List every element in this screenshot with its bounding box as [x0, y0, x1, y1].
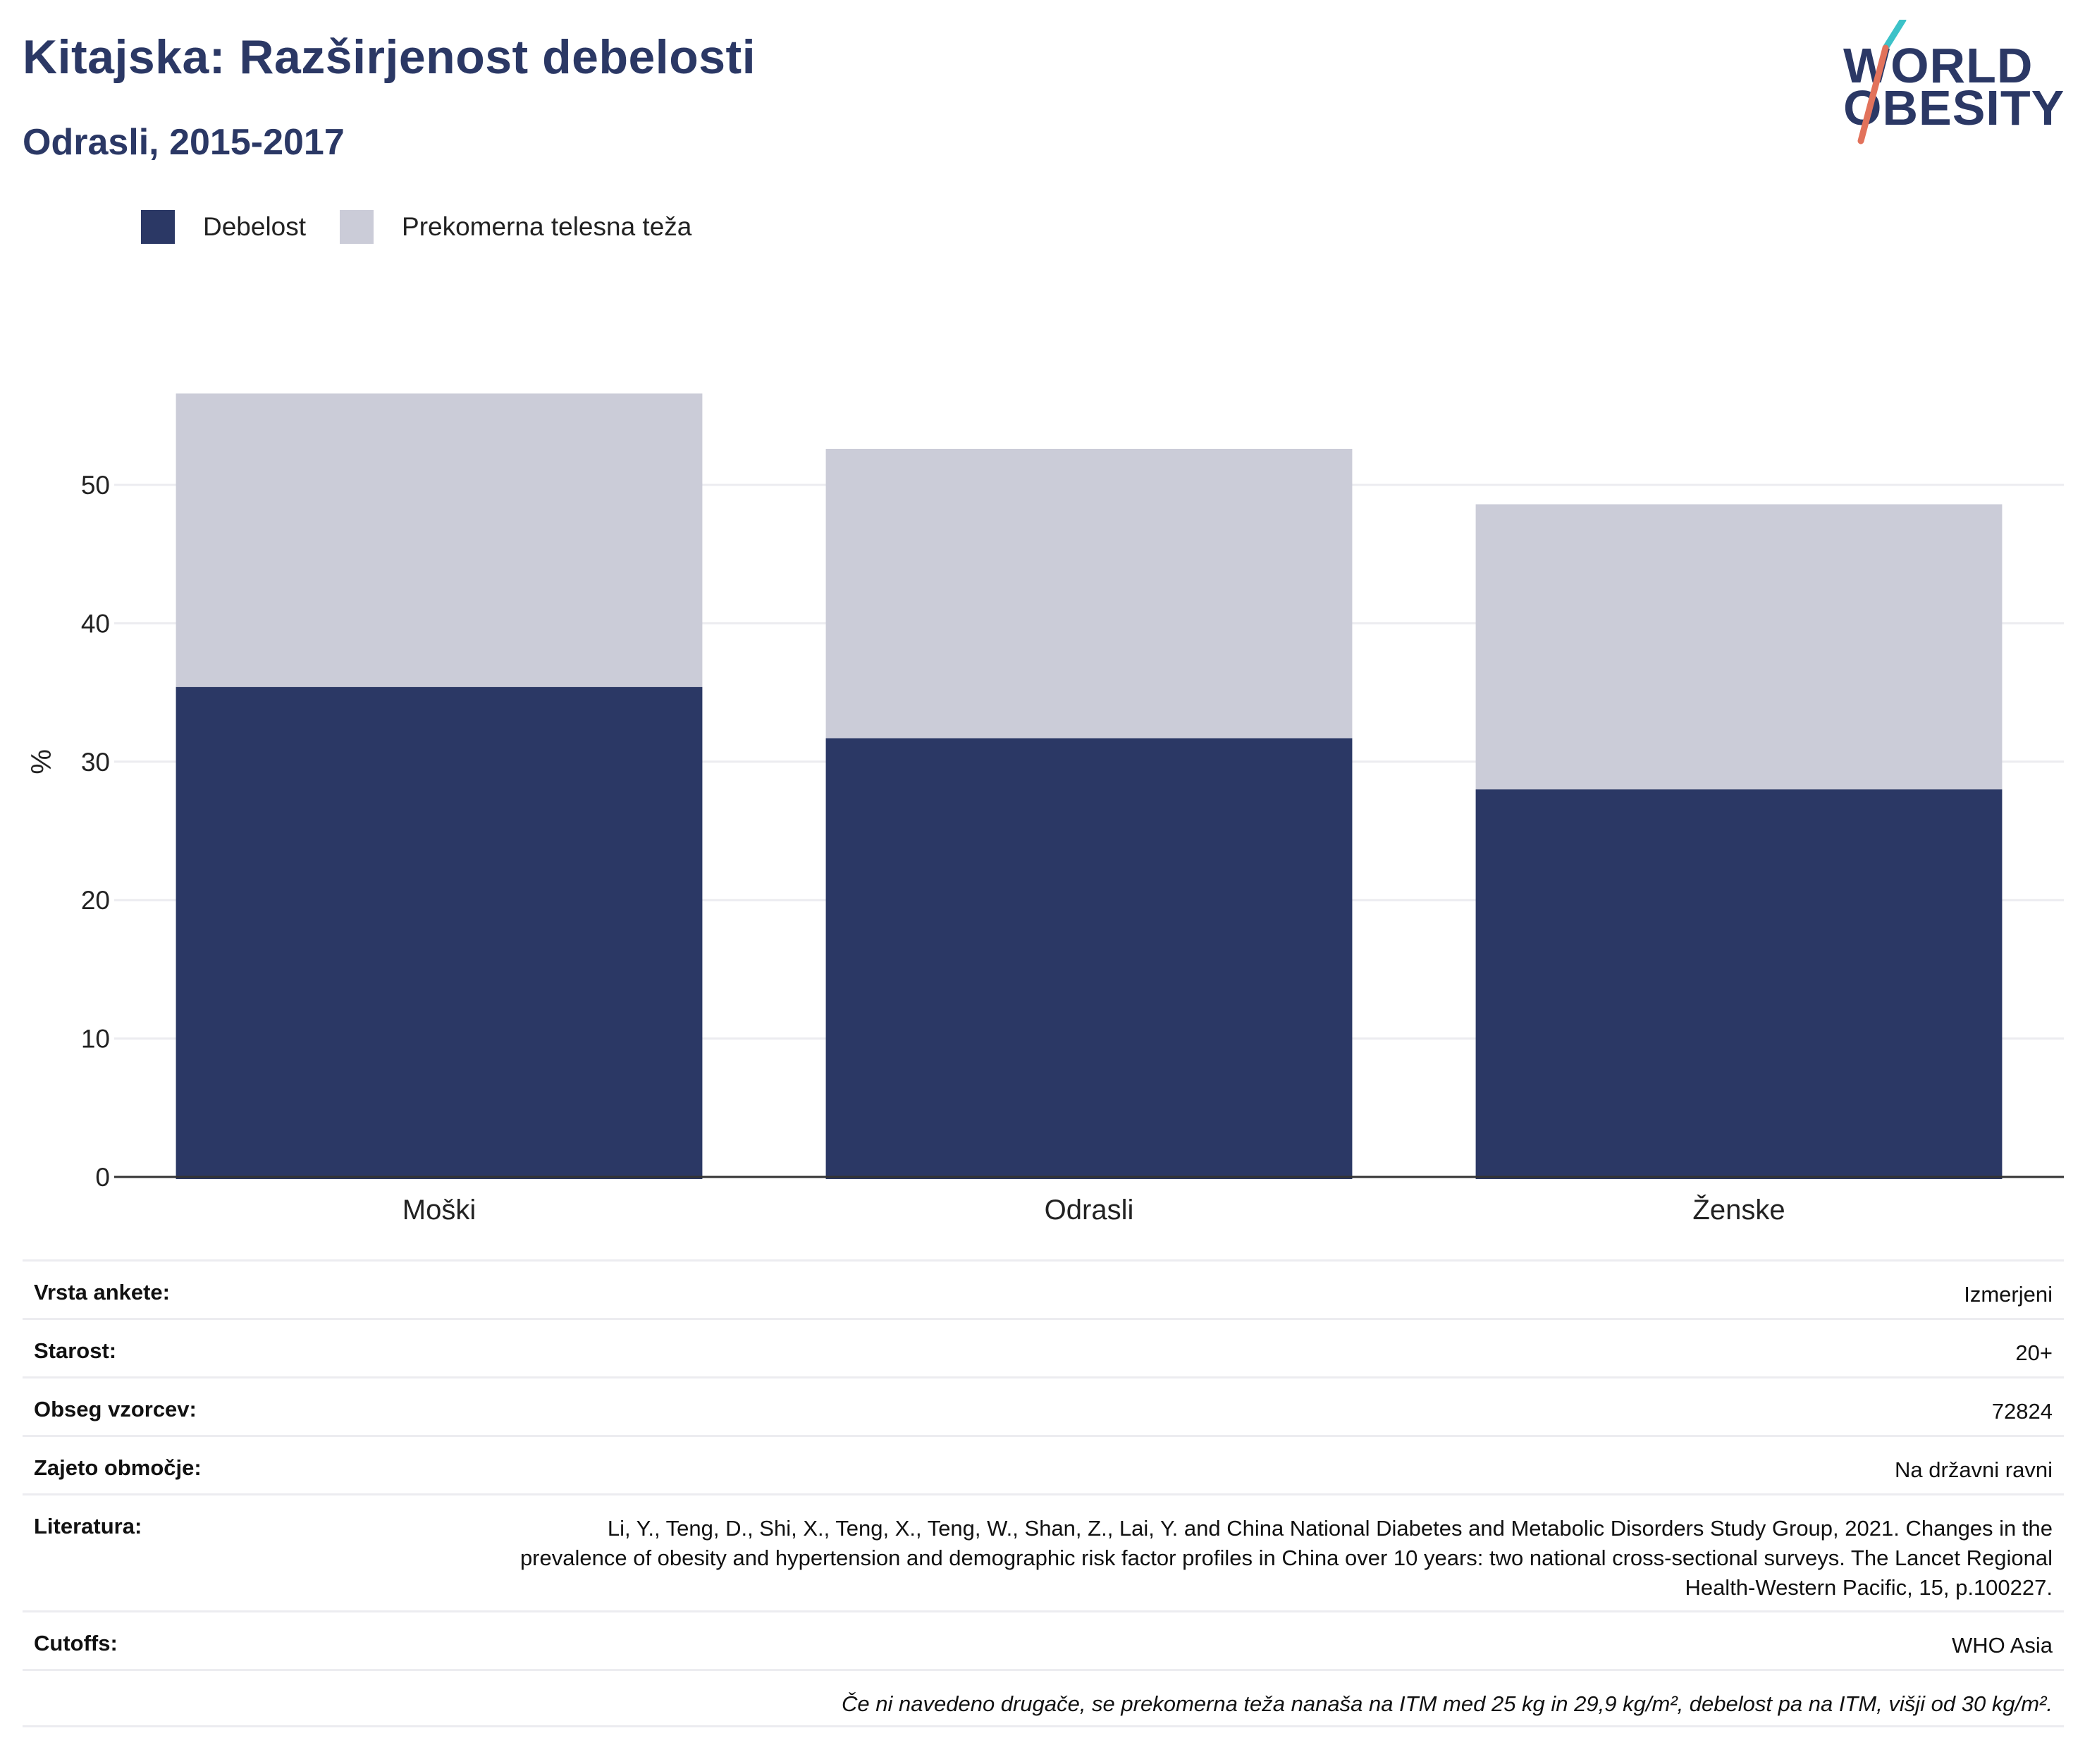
- legend-item-overweight: Prekomerna telesna teža: [340, 210, 691, 244]
- bar-segment-obesity: [1475, 789, 2003, 1179]
- legend-swatch-obesity: [141, 210, 175, 244]
- info-table: Vrsta ankete: Izmerjeni Starost: 20+ Obs…: [23, 1259, 2064, 1727]
- info-key: Zajeto območje:: [34, 1455, 202, 1480]
- info-row-survey-type: Vrsta ankete: Izmerjeni: [23, 1259, 2064, 1318]
- y-tick-label: 40: [81, 609, 110, 638]
- logo-text-line2: OBESITY: [1843, 80, 2065, 135]
- logo-slash-icon: [1857, 20, 1907, 144]
- info-value: 72824: [1991, 1399, 2053, 1424]
- info-value: Na državni ravni: [1895, 1457, 2053, 1482]
- legend-swatch-overweight: [340, 210, 374, 244]
- info-key: Cutoffs:: [34, 1631, 118, 1655]
- page-subtitle: Odrasli, 2015-2017: [23, 122, 345, 163]
- stacked-bar-chart: 0 10 20 30 40 50 Moški Odrasli Ženske%: [26, 393, 2064, 1226]
- legend-item-obesity: Debelost: [141, 210, 306, 244]
- info-row-age: Starost: 20+: [23, 1318, 2064, 1376]
- info-value: Izmerjeni: [1964, 1282, 2053, 1307]
- bar-segment-overweight: [825, 448, 1353, 739]
- footnote-text: Če ni navedeno drugače, se prekomerna te…: [842, 1691, 2053, 1716]
- info-row-sample-size: Obseg vzorcev: 72824: [23, 1376, 2064, 1435]
- bar-segment-overweight: [1475, 504, 2003, 790]
- x-tick-label: Odrasli: [1045, 1195, 1134, 1226]
- footnote: Če ni navedeno drugače, se prekomerna te…: [23, 1669, 2064, 1727]
- info-value: 20+: [2015, 1340, 2053, 1365]
- page-title: Kitajska: Razširjenost debelosti: [23, 30, 756, 84]
- info-row-area-covered: Zajeto območje: Na državni ravni: [23, 1435, 2064, 1493]
- bar-segment-obesity: [176, 686, 703, 1179]
- bar-segment-obesity: [825, 738, 1353, 1179]
- info-value: Li, Y., Teng, D., Shi, X., Teng, X., Ten…: [519, 1516, 2053, 1600]
- info-key: Starost:: [34, 1338, 117, 1363]
- world-obesity-logo: WORLD OBESITY: [1833, 20, 2072, 147]
- x-tick-label: Ženske: [1692, 1194, 1785, 1226]
- y-tick-label: 30: [81, 748, 110, 777]
- x-tick-label: Moški: [402, 1195, 476, 1226]
- y-tick-label: 10: [81, 1025, 110, 1054]
- info-value: WHO Asia: [1952, 1633, 2053, 1658]
- info-key: Vrsta ankete:: [34, 1280, 170, 1305]
- y-tick-label: 20: [81, 886, 110, 915]
- info-key: Obseg vzorcev:: [34, 1397, 197, 1421]
- legend-label-overweight: Prekomerna telesna teža: [402, 212, 692, 241]
- info-key: Literatura:: [34, 1514, 142, 1538]
- chart-legend: Debelost Prekomerna telesna teža: [141, 209, 725, 245]
- bar-segment-overweight: [176, 393, 703, 687]
- y-tick-label: 50: [81, 471, 110, 500]
- y-tick-label: 0: [95, 1163, 110, 1192]
- y-axis-title: %: [26, 749, 57, 775]
- info-row-cutoffs: Cutoffs: WHO Asia: [23, 1610, 2064, 1669]
- info-row-references: Literatura: Li, Y., Teng, D., Shi, X., T…: [23, 1493, 2064, 1610]
- legend-label-obesity: Debelost: [203, 212, 307, 241]
